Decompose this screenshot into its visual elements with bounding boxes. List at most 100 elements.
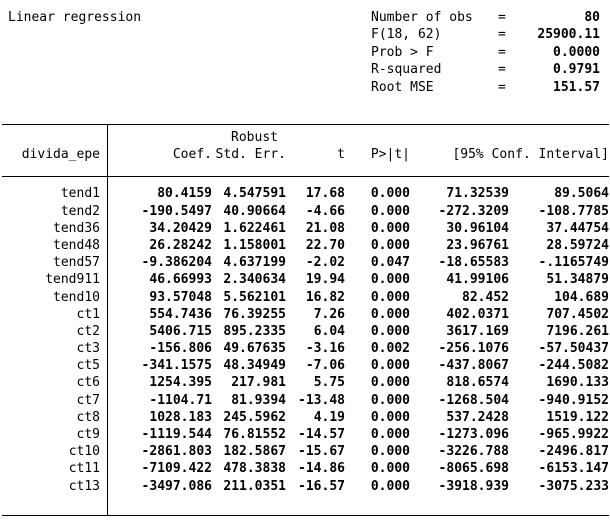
cell-t: -16.57 [298, 478, 345, 494]
cell-coef: 554.7436 [149, 306, 212, 322]
cell-ci-low: -437.8067 [438, 358, 509, 374]
row-variable-label: ct5 [76, 358, 100, 374]
table-row: tend48 26.28242 1.158001 22.70 0.000 23.… [2, 237, 609, 254]
cell-coef: -7109.422 [141, 461, 212, 477]
cell-t: -3.16 [305, 341, 345, 357]
cell-p: 0.000 [370, 306, 410, 322]
cell-std-err: 4.547591 [223, 186, 286, 202]
cell-t: 21.08 [305, 220, 345, 236]
stat-label: F(18, 62) [371, 27, 442, 43]
cell-p: 0.000 [370, 289, 410, 305]
cell-coef: -9.386204 [141, 255, 212, 271]
model-stats-block: Number of obs = 80 F(18, 62) = 25900.11 … [371, 9, 600, 96]
cell-p: 0.000 [370, 461, 410, 477]
cell-coef: 26.28242 [149, 237, 212, 253]
cell-ci-high: -940.9152 [538, 392, 609, 408]
cell-t: 16.82 [305, 289, 345, 305]
row-variable-label: ct7 [76, 392, 100, 408]
table-row: ct6 1254.395 217.981 5.75 0.000 818.6574… [2, 374, 609, 391]
depvar-label: divida_epe [21, 147, 100, 163]
cell-p: 0.000 [370, 478, 410, 494]
cell-coef: -2861.803 [141, 444, 212, 460]
row-variable-label: tend10 [53, 289, 100, 305]
cell-coef: -3497.086 [141, 478, 212, 494]
stat-row: Number of obs = 80 [371, 9, 600, 26]
table-row: ct13 -3497.086 211.0351 -16.57 0.000 -39… [2, 478, 609, 495]
table-row: ct5 -341.1575 48.34949 -7.06 0.000 -437.… [2, 357, 609, 374]
equals-sign: = [498, 79, 506, 95]
table-row: tend2 -190.5497 40.90664 -4.66 0.000 -27… [2, 203, 609, 220]
row-variable-label: tend48 [53, 237, 100, 253]
row-variable-label: ct10 [68, 444, 100, 460]
stat-row: F(18, 62) = 25900.11 [371, 26, 600, 43]
cell-std-err: 1.622461 [223, 220, 286, 236]
cell-ci-high: 1519.122 [546, 409, 609, 425]
row-variable-label: tend57 [53, 255, 100, 271]
coef-table-body: tend1 80.4159 4.547591 17.68 0.000 71.32… [2, 177, 609, 514]
cell-coef: 1028.183 [149, 409, 212, 425]
table-vertical-rule [107, 125, 108, 515]
cell-std-err: 182.5867 [223, 444, 286, 460]
cell-p: 0.047 [370, 255, 410, 271]
cell-std-err: 4.637199 [223, 255, 286, 271]
column-header-p: P>|t| [370, 147, 410, 163]
cell-p: 0.000 [370, 186, 410, 202]
stat-row: Root MSE = 151.57 [371, 79, 600, 96]
row-variable-label: ct3 [76, 341, 100, 357]
cell-ci-high: -6153.147 [538, 461, 609, 477]
stat-label: R-squared [371, 62, 442, 78]
cell-t: -4.66 [305, 203, 345, 219]
row-variable-label: tend1 [60, 186, 100, 202]
cell-t: 7.26 [313, 306, 345, 322]
table-row: ct9 -1119.544 76.81552 -14.57 0.000 -127… [2, 426, 609, 443]
cell-t: 4.19 [313, 409, 345, 425]
cell-ci-low: -272.3209 [438, 203, 509, 219]
cell-ci-high: 7196.261 [546, 323, 609, 339]
table-header: Robust divida_epe Coef. Std. Err. t P>|t… [2, 125, 609, 178]
row-variable-label: tend36 [53, 220, 100, 236]
cell-t: -15.67 [298, 444, 345, 460]
stat-label: Number of obs [371, 10, 473, 25]
row-variable-label: ct9 [76, 427, 100, 442]
cell-ci-high: -3075.233 [538, 478, 609, 494]
equals-sign: = [498, 44, 506, 60]
cell-ci-high: 1690.133 [546, 375, 609, 391]
cell-std-err: 81.9394 [231, 392, 286, 408]
cell-t: 5.75 [313, 375, 345, 391]
cell-std-err: 76.39255 [223, 306, 286, 322]
stat-value: 0.9791 [553, 62, 600, 78]
table-row: ct3 -156.806 49.67635 -3.16 0.002 -256.1… [2, 340, 609, 357]
cell-p: 0.000 [370, 444, 410, 460]
table-row: ct10 -2861.803 182.5867 -15.67 0.000 -32… [2, 443, 609, 460]
cell-ci-high: 37.44754 [546, 220, 609, 236]
cell-p: 0.000 [370, 203, 410, 219]
cell-p: 0.000 [370, 392, 410, 408]
cell-ci-low: -3918.939 [438, 478, 509, 494]
cell-std-err: 217.981 [231, 375, 286, 391]
cell-ci-high: 104.689 [554, 289, 609, 305]
cell-ci-high: 28.59724 [546, 237, 609, 253]
cell-ci-high: 51.34879 [546, 272, 609, 288]
cell-ci-low: 41.99106 [446, 272, 509, 288]
cell-std-err: 1.158001 [223, 237, 286, 253]
row-variable-label: ct11 [68, 461, 100, 477]
cell-p: 0.002 [370, 341, 410, 357]
cell-ci-high: -57.50437 [538, 341, 609, 357]
cell-std-err: 5.562101 [223, 289, 286, 305]
stat-value: 25900.11 [537, 27, 600, 43]
cell-ci-high: -108.7785 [538, 203, 609, 219]
cell-std-err: 76.81552 [223, 427, 286, 442]
column-header-t: t [337, 147, 345, 163]
cell-ci-low: -18.65583 [438, 255, 509, 271]
table-row: tend911 46.66993 2.340634 19.94 0.000 41… [2, 271, 609, 288]
equals-sign: = [498, 27, 506, 43]
robust-label: Robust [231, 130, 278, 145]
cell-ci-high: -244.5082 [538, 358, 609, 374]
column-header-conf-interval: [95% Conf. Interval] [452, 147, 609, 163]
row-variable-label: tend911 [45, 272, 100, 288]
cell-ci-low: -3226.788 [438, 444, 509, 460]
cell-ci-high: -2496.817 [538, 444, 609, 460]
cell-std-err: 49.67635 [223, 341, 286, 357]
cell-ci-low: -1268.504 [438, 392, 509, 408]
cell-p: 0.000 [370, 375, 410, 391]
